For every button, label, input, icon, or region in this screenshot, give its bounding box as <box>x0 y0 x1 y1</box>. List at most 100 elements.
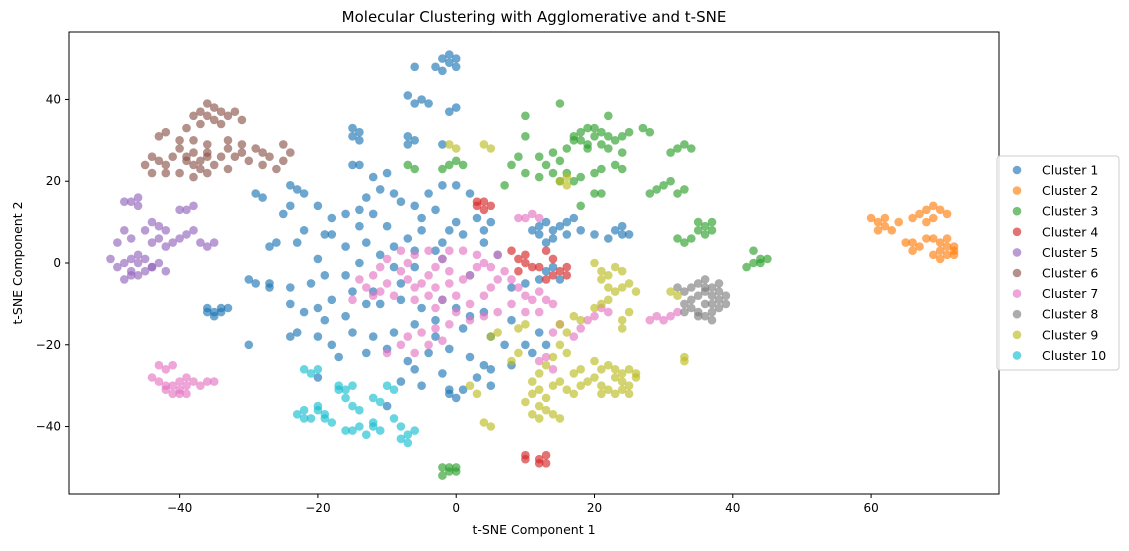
data-point <box>714 295 724 305</box>
data-point <box>707 283 717 292</box>
data-point <box>908 246 917 255</box>
data-point <box>313 373 323 382</box>
legend-label: Cluster 9 <box>1042 327 1098 342</box>
data-point <box>929 234 938 243</box>
x-tick-label: 60 <box>863 501 878 515</box>
data-point <box>597 275 606 284</box>
data-point <box>410 262 420 272</box>
data-point <box>597 164 606 174</box>
data-point <box>935 246 945 255</box>
data-point <box>493 275 503 284</box>
data-point <box>541 238 551 247</box>
data-point <box>403 140 413 149</box>
data-point <box>203 111 212 121</box>
data-point <box>396 377 406 386</box>
data-point <box>445 226 454 235</box>
legend-marker <box>1012 351 1022 360</box>
data-point <box>873 217 883 227</box>
data-point <box>541 393 551 403</box>
legend-marker <box>1012 165 1022 175</box>
data-point <box>382 168 392 178</box>
data-point <box>182 152 191 161</box>
data-point <box>590 123 599 133</box>
data-point <box>445 279 454 288</box>
data-point <box>147 168 157 178</box>
data-point <box>126 197 136 206</box>
x-tick-label: 0 <box>452 501 460 515</box>
data-point <box>562 230 572 239</box>
data-point <box>479 311 489 321</box>
data-point <box>576 315 585 325</box>
data-point <box>700 221 710 231</box>
data-point <box>576 381 585 391</box>
data-point <box>555 340 565 350</box>
data-point <box>451 54 461 63</box>
data-point <box>935 238 945 247</box>
data-point <box>721 299 731 309</box>
data-point <box>541 160 551 170</box>
data-point <box>700 283 710 292</box>
data-point <box>521 111 530 121</box>
data-point <box>707 226 717 235</box>
data-point <box>569 389 579 399</box>
data-point <box>693 311 703 321</box>
data-point <box>548 271 558 280</box>
data-point <box>203 99 212 108</box>
data-point <box>375 299 385 309</box>
data-point <box>223 111 233 121</box>
data-point <box>286 201 295 211</box>
data-point <box>583 123 592 133</box>
data-point <box>403 356 413 366</box>
data-point <box>493 307 503 317</box>
data-point <box>355 221 364 231</box>
legend-item: Cluster 4 <box>1012 224 1098 239</box>
data-point <box>348 295 357 305</box>
data-point <box>521 213 530 223</box>
legend-label: Cluster 7 <box>1042 286 1098 301</box>
data-point <box>258 160 267 170</box>
data-point <box>486 332 496 341</box>
data-point <box>451 156 461 166</box>
y-axis-label: t-SNE Component 2 <box>10 201 25 324</box>
data-point <box>680 307 689 317</box>
data-point <box>410 426 420 435</box>
x-tick-label: −40 <box>167 501 192 515</box>
legend-item: Cluster 2 <box>1012 183 1098 198</box>
data-point <box>445 246 454 255</box>
data-point <box>935 205 945 215</box>
data-point <box>597 140 606 149</box>
data-point <box>375 397 385 407</box>
data-point <box>313 254 323 264</box>
data-point <box>355 127 364 137</box>
legend-label: Cluster 5 <box>1042 245 1098 260</box>
data-point <box>355 258 364 268</box>
data-point <box>403 91 413 100</box>
data-point <box>687 144 696 153</box>
data-point <box>410 365 420 374</box>
data-point <box>431 62 440 72</box>
data-point <box>182 123 191 133</box>
data-point <box>438 295 447 305</box>
data-point <box>327 213 337 223</box>
data-point <box>175 205 184 215</box>
data-point <box>624 127 634 137</box>
data-point <box>548 381 558 391</box>
data-point <box>569 369 579 378</box>
data-point <box>424 246 433 255</box>
data-point <box>445 385 454 395</box>
data-point <box>700 299 710 309</box>
legend-label: Cluster 10 <box>1042 348 1106 363</box>
data-point <box>451 463 461 472</box>
data-point <box>396 197 406 206</box>
data-point <box>617 385 627 395</box>
data-point <box>451 291 461 301</box>
data-point <box>548 299 558 309</box>
data-point <box>279 156 288 166</box>
data-point <box>417 226 426 235</box>
data-point <box>486 283 496 292</box>
data-point <box>410 201 420 211</box>
data-point <box>500 266 509 276</box>
data-point <box>541 266 551 276</box>
data-point <box>687 234 696 243</box>
data-point <box>493 328 503 337</box>
